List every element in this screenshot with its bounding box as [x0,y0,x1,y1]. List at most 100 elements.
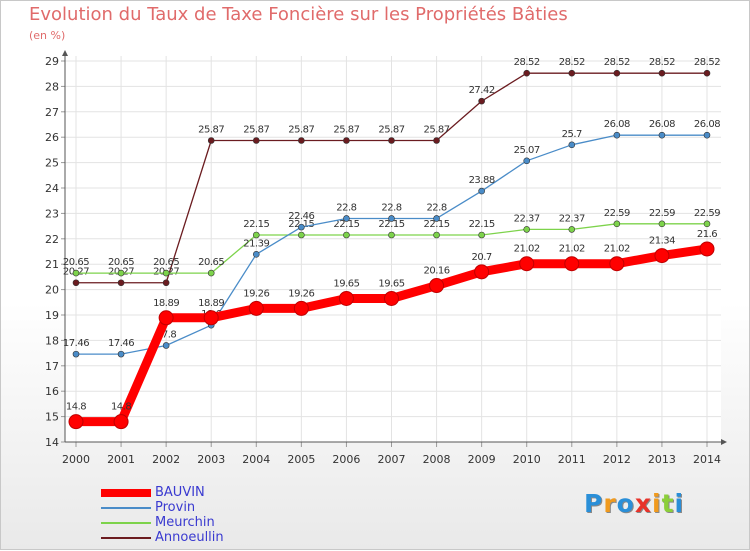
x-tick-label: 2014 [693,453,721,466]
x-tick-label: 2004 [242,453,270,466]
legend-swatch [101,488,151,497]
data-label-provin: 17.8 [156,329,176,340]
data-point-bauvin [158,310,174,326]
plot-area [65,56,721,442]
data-label-provin: 26.08 [649,119,675,130]
x-tick-label: 2007 [378,453,406,466]
data-point-meurchin [658,220,666,228]
data-point-meurchin [703,220,711,228]
data-point-annoeullin [72,279,80,287]
data-point-provin [523,157,531,165]
y-tick-label: 22 [45,233,59,246]
y-axis-unit: (en %) [29,29,66,42]
data-point-bauvin [519,256,535,272]
data-point-meurchin [72,269,80,277]
data-point-bauvin [203,310,219,326]
data-label-bauvin: 18.89 [198,298,224,309]
logo-letter: i [674,489,685,518]
data-label-provin: 22.8 [381,202,401,213]
y-tick-label: 14 [45,436,59,449]
logo-letter: t [661,489,675,518]
data-label-meurchin: 22.15 [333,219,359,230]
data-point-bauvin [429,278,445,294]
data-point-provin [433,215,440,222]
data-point-annoeullin [703,69,711,77]
logo-letter: r [603,489,617,518]
data-label-meurchin: 22.59 [649,208,675,219]
data-label-meurchin: 22.59 [604,208,630,219]
legend-item-bauvin: BAUVIN [101,485,224,500]
data-label-provin: 22.8 [336,202,356,213]
data-label-provin: 17.46 [63,338,89,349]
data-label-bauvin: 18.89 [153,298,179,309]
data-label-meurchin: 20.65 [153,257,179,268]
x-tick-label: 2001 [107,453,135,466]
data-label-bauvin: 14.8 [111,402,131,413]
data-point-annoeullin [568,69,576,77]
data-point-annoeullin [433,137,440,144]
data-label-meurchin: 20.65 [198,257,224,268]
logo-letter: o [616,489,635,518]
data-point-meurchin [568,226,576,233]
data-point-annoeullin [252,137,260,144]
logo-letter: x [634,489,652,518]
data-point-provin [252,250,260,258]
series-bauvin: 14.8 14.8 18.89 18.89 19.26 19.26 19.65 19.65 20… [66,229,718,430]
y-tick-label: 23 [45,207,59,220]
data-label-bauvin: 21.34 [649,236,675,247]
data-label-annoeullin: 28.52 [514,57,540,68]
data-label-meurchin: 22.15 [378,219,404,230]
data-label-bauvin: 19.65 [378,278,404,289]
data-label-meurchin: 22.15 [424,219,450,230]
data-label-bauvin: 20.7 [472,252,492,263]
data-label-bauvin: 14.8 [66,402,86,413]
data-point-bauvin [564,256,580,272]
data-label-annoeullin: 27.42 [469,85,495,96]
data-point-annoeullin [298,137,305,144]
x-tick-label: 2000 [62,453,90,466]
data-point-annoeullin [117,279,125,287]
legend-label: Meurchin [155,515,215,530]
x-tick-label: 2006 [332,453,360,466]
data-label-meurchin: 20.65 [63,257,89,268]
data-label-annoeullin: 25.87 [378,125,404,136]
data-point-meurchin [613,220,621,228]
data-label-bauvin: 21.02 [514,244,540,255]
data-point-provin [72,350,80,358]
legend-swatch [101,536,151,539]
data-point-meurchin [388,231,395,239]
x-tick-label: 2011 [558,453,586,466]
data-label-bauvin: 21.02 [559,244,585,255]
y-tick-label: 27 [45,106,59,119]
data-point-bauvin [293,300,309,316]
data-point-provin [568,141,576,149]
data-label-bauvin: 21.02 [604,244,630,255]
y-tick-label: 15 [45,411,59,424]
data-point-bauvin [113,414,129,430]
data-label-provin: 23.88 [469,175,495,186]
data-point-provin [343,215,350,222]
data-label-bauvin: 19.65 [333,278,359,289]
data-point-bauvin [474,264,490,280]
y-tick-label: 20 [45,284,59,297]
data-label-meurchin: 22.15 [469,219,495,230]
data-point-meurchin [117,269,125,277]
legend-swatch [101,506,151,509]
data-point-annoeullin [388,137,395,144]
data-label-annoeullin: 25.87 [333,125,359,136]
x-tick-label: 2008 [423,453,451,466]
y-tick-label: 26 [45,131,59,144]
x-tick-label: 2010 [513,453,541,466]
data-label-annoeullin: 28.52 [694,57,720,68]
data-point-meurchin [343,231,350,239]
x-tick-label: 2002 [152,453,180,466]
logo-letter: i [652,489,662,518]
logo-letter: P [584,489,604,518]
y-tick-label: 29 [45,55,59,68]
data-point-annoeullin [658,69,666,77]
chart-legend: BAUVIN Provin Meurchin Annoeullin [101,485,224,545]
y-tick-label: 16 [45,385,59,398]
data-label-meurchin: 20.65 [108,257,134,268]
data-label-provin: 25.7 [562,129,582,140]
